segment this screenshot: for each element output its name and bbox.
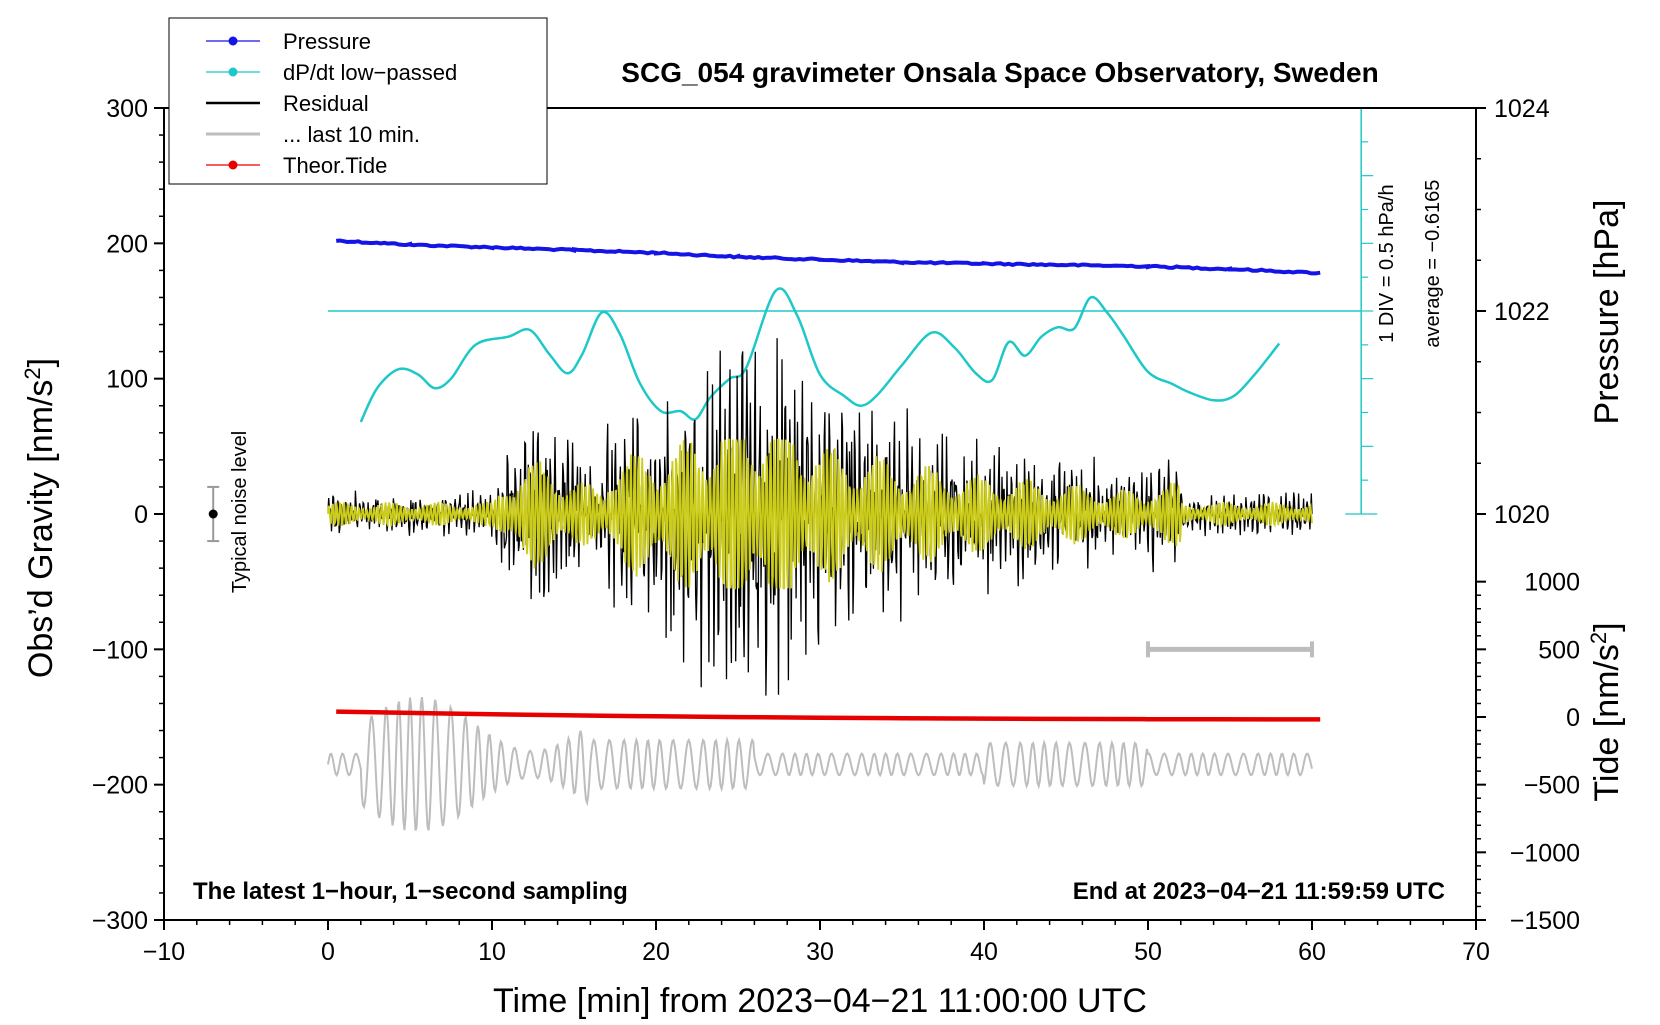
noise-level-indicator bbox=[207, 485, 220, 543]
annotation-left: The latest 1−hour, 1−second sampling bbox=[193, 878, 628, 905]
x-tick-label: 0 bbox=[321, 938, 335, 966]
dpdt-lowpassed-line bbox=[359, 287, 1281, 423]
x-axis-title: Time [min] from 2023−04−21 11:00:00 UTC bbox=[493, 982, 1147, 1020]
x-tick-label: 70 bbox=[1462, 938, 1490, 966]
tide-axis-title-end: ] bbox=[1588, 622, 1626, 631]
legend-marker-1 bbox=[228, 67, 238, 77]
y-axis-title-main: Obs’d Gravity [nm/s bbox=[22, 380, 60, 679]
tide-tick-label: 500 bbox=[1538, 636, 1580, 664]
pressure-line bbox=[335, 238, 1321, 276]
y-axis-title: Obs’d Gravity [nm/s2] bbox=[20, 358, 60, 678]
legend-box bbox=[168, 17, 548, 185]
legend-label-0: Pressure bbox=[283, 29, 371, 54]
x-tick-label: 40 bbox=[970, 938, 998, 966]
series-layer bbox=[327, 238, 1362, 831]
last-10-min-line bbox=[327, 696, 1313, 831]
noise-level-point bbox=[208, 509, 218, 519]
tide-axis-title-sup: 2 bbox=[1586, 632, 1611, 644]
tide-tick-label: −1000 bbox=[1510, 839, 1580, 867]
dpdt-average-label: average = −0.6165 bbox=[1422, 180, 1444, 348]
y-tick-label: −100 bbox=[92, 636, 148, 664]
tide-tick-label: −1500 bbox=[1510, 907, 1580, 935]
pressure-tick-label: 1024 bbox=[1494, 95, 1550, 123]
chart-title: SCG_054 gravimeter Onsala Space Observat… bbox=[621, 57, 1378, 88]
legend-label-3: ... last 10 min. bbox=[283, 122, 420, 147]
tide-tick-label: −500 bbox=[1524, 772, 1580, 800]
y-axis-title-sup: 2 bbox=[20, 367, 45, 379]
x-tick-label: 10 bbox=[478, 938, 506, 966]
y-axis-title-end: ] bbox=[22, 358, 60, 367]
x-tick-label: −10 bbox=[143, 938, 185, 966]
axes: −10 0 10 20 30 40 50 60 70−300−200−1000100200300… bbox=[92, 95, 1580, 966]
tide-axis-title-main: Tide [nm/s bbox=[1588, 644, 1626, 801]
x-tick-label: 50 bbox=[1134, 938, 1162, 966]
legend-marker-4 bbox=[228, 160, 238, 170]
annotation-right: End at 2023−04−21 11:59:59 UTC bbox=[1073, 878, 1445, 905]
y-tick-label: 0 bbox=[134, 501, 148, 529]
legend-label-1: dP/dt low−passed bbox=[283, 60, 457, 85]
x-tick-label: 20 bbox=[642, 938, 670, 966]
y-tick-label: −300 bbox=[92, 907, 148, 935]
tide-tick-label: 0 bbox=[1566, 704, 1580, 732]
residual-filtered-line bbox=[327, 438, 1313, 590]
theoretical-tide-line bbox=[336, 709, 1321, 722]
x-tick-label: 30 bbox=[806, 938, 834, 966]
legend-label-2: Residual bbox=[283, 91, 369, 116]
pressure-tick-label: 1022 bbox=[1494, 298, 1550, 326]
pressure-axis-title: Pressure [hPa] bbox=[1588, 200, 1626, 425]
y-tick-label: 100 bbox=[106, 366, 148, 394]
x-tick-label: 60 bbox=[1298, 938, 1326, 966]
noise-level-label: Typical noise level bbox=[229, 431, 251, 593]
y-tick-label: −200 bbox=[92, 772, 148, 800]
tide-axis-title: Tide [nm/s2] bbox=[1586, 622, 1626, 801]
legend-label-4: Theor.Tide bbox=[283, 153, 387, 178]
pressure-tick-label: 1020 bbox=[1494, 501, 1550, 529]
dpdt-scale-label: 1 DIV = 0.5 hPa/h bbox=[1376, 184, 1398, 342]
y-tick-label: 200 bbox=[106, 230, 148, 258]
dpdt-scale: 1 DIV = 0.5 hPa/h average = −0.6165 bbox=[1345, 107, 1444, 515]
legend-marker-0 bbox=[228, 36, 238, 46]
tide-tick-label: 1000 bbox=[1524, 569, 1580, 597]
legend: Pressure dP/dt low−passed Residual ... last… bbox=[168, 17, 548, 185]
y-tick-label: 300 bbox=[106, 95, 148, 123]
